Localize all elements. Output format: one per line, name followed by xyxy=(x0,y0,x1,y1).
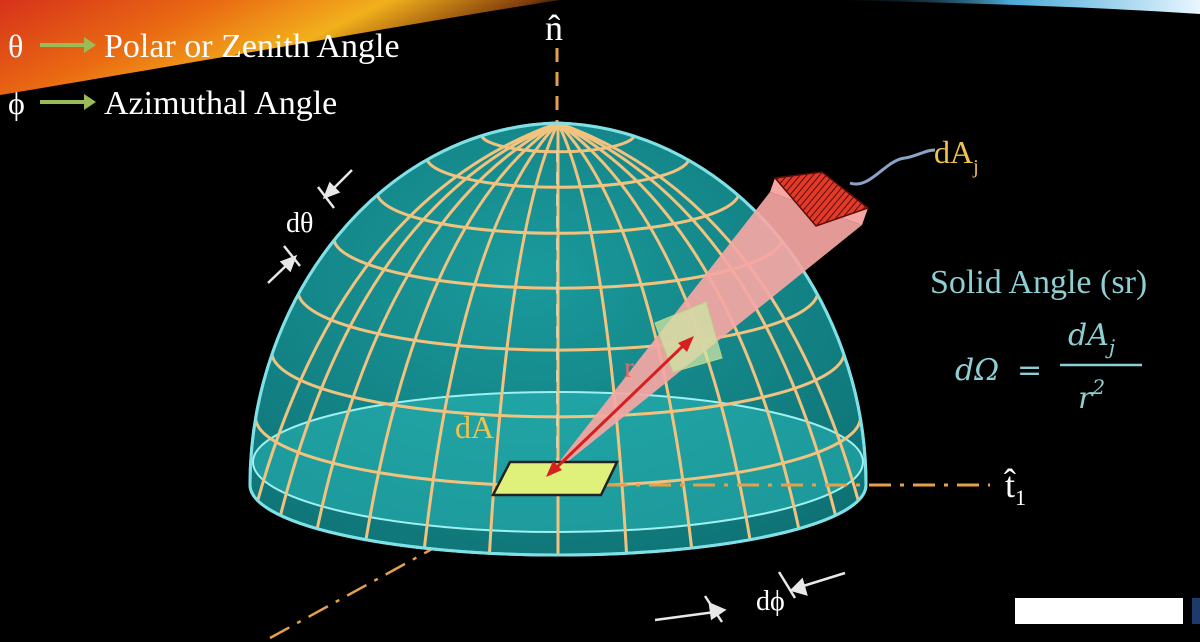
area-element-dA xyxy=(490,460,619,497)
edge-mark xyxy=(1192,598,1200,624)
legend: θ Polar or Zenith Angle ϕ Azimuthal Angl… xyxy=(8,28,400,122)
longitude-line xyxy=(556,123,629,554)
formula-lhs: dΩ xyxy=(955,353,999,388)
label-r: r xyxy=(624,351,634,384)
label-dA: dA xyxy=(455,409,494,445)
formula-numerator: dAj xyxy=(1068,318,1115,359)
legend-symbol-theta: θ xyxy=(8,28,23,64)
longitude-line xyxy=(487,123,560,554)
radius-arrowhead-top xyxy=(678,336,694,352)
legend-label-polar: Polar or Zenith Angle xyxy=(104,28,400,65)
formula-equals: = xyxy=(1017,353,1042,388)
formula-denominator-main: r xyxy=(1078,381,1094,416)
right-arrow-icon xyxy=(40,37,96,53)
label-tangent: t̂1 xyxy=(1004,465,1026,510)
dAj-callout xyxy=(849,148,936,186)
label-dAj-main: dA xyxy=(934,134,973,170)
longitude-line xyxy=(279,123,559,516)
legend-symbol-phi: ϕ xyxy=(8,85,25,121)
label-normal: n̂ xyxy=(545,8,563,48)
corner-swoosh-left xyxy=(0,0,560,95)
label-tangent-main: t̂ xyxy=(1004,465,1016,505)
formula-denominator-sup: 2 xyxy=(1091,375,1105,399)
axis-diagonal xyxy=(269,485,546,640)
dtheta-marker xyxy=(267,169,353,284)
solid-angle-formula: Solid Angle (sr) dΩ = dAj r2 xyxy=(930,264,1147,416)
label-dtheta: dθ xyxy=(286,208,313,239)
label-dAj-sub: j xyxy=(972,156,979,178)
longitude-line xyxy=(364,123,559,540)
longitude-line xyxy=(315,123,559,529)
longitude-line xyxy=(557,123,752,540)
radius-arrowhead-bottom xyxy=(546,461,562,477)
longitude-line xyxy=(557,123,801,529)
label-dAj: dAj xyxy=(934,134,979,178)
longitude-line xyxy=(256,123,559,501)
projected-patch xyxy=(654,301,723,373)
formula-numerator-main: dA xyxy=(1068,318,1109,353)
longitude-line xyxy=(422,123,560,549)
formula-title: Solid Angle (sr) xyxy=(930,264,1147,301)
label-tangent-sub: 1 xyxy=(1015,485,1026,510)
corner-swoosh-right xyxy=(820,0,1200,14)
legend-label-azimuthal: Azimuthal Angle xyxy=(104,85,337,122)
area-element-dAj xyxy=(773,171,870,227)
label-dphi: dϕ xyxy=(756,586,785,617)
formula-numerator-sub: j xyxy=(1105,335,1115,359)
hemisphere-outline xyxy=(248,121,868,557)
dphi-marker xyxy=(654,571,846,623)
radius-vector xyxy=(552,341,688,472)
right-arrow-icon xyxy=(40,94,96,110)
formula-denominator: r2 xyxy=(1078,375,1105,416)
longitude-line xyxy=(556,123,694,549)
white-box xyxy=(1015,598,1183,624)
